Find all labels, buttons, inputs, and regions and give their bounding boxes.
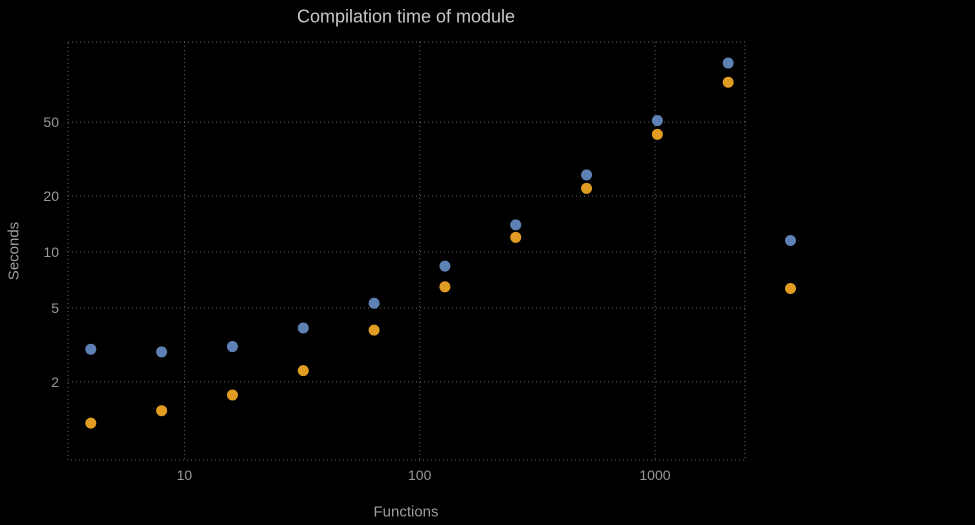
y-axis-label: Seconds — [5, 221, 23, 281]
data-point-blue-series — [581, 169, 593, 181]
data-point-orange-series — [368, 324, 380, 336]
data-point-blue-series — [651, 115, 663, 127]
x-tick-label: 100 — [408, 467, 432, 483]
x-tick-label: 1000 — [639, 467, 670, 483]
y-tick-label: 10 — [43, 244, 59, 260]
data-point-blue-series — [368, 297, 380, 309]
data-point-orange-series — [581, 182, 593, 194]
chart-title: Compilation time of module — [296, 6, 516, 27]
data-point-orange-series — [722, 76, 734, 88]
y-tick-label: 20 — [43, 188, 59, 204]
x-tick-label: 10 — [177, 467, 193, 483]
data-point-blue-series — [510, 219, 522, 231]
data-point-orange-series — [439, 281, 451, 293]
y-tick-label: 50 — [43, 114, 59, 130]
data-point-blue-series — [226, 341, 238, 353]
orange-series-marker — [784, 282, 796, 294]
data-point-orange-series — [226, 389, 238, 401]
data-point-blue-series — [439, 260, 451, 272]
data-point-blue-series — [156, 346, 168, 358]
y-tick-label: 2 — [51, 374, 59, 390]
data-point-orange-series — [85, 417, 97, 429]
plot-frame — [67, 41, 746, 461]
data-point-blue-series — [722, 57, 734, 69]
data-point-orange-series — [510, 231, 522, 243]
data-point-blue-series — [85, 343, 97, 355]
data-point-orange-series — [156, 405, 168, 417]
blue-series-marker — [784, 234, 796, 246]
y-tick-label: 5 — [51, 300, 59, 316]
data-point-orange-series — [297, 365, 309, 377]
data-point-orange-series — [651, 128, 663, 140]
data-point-blue-series — [297, 322, 309, 334]
x-axis-label: Functions — [373, 503, 439, 521]
